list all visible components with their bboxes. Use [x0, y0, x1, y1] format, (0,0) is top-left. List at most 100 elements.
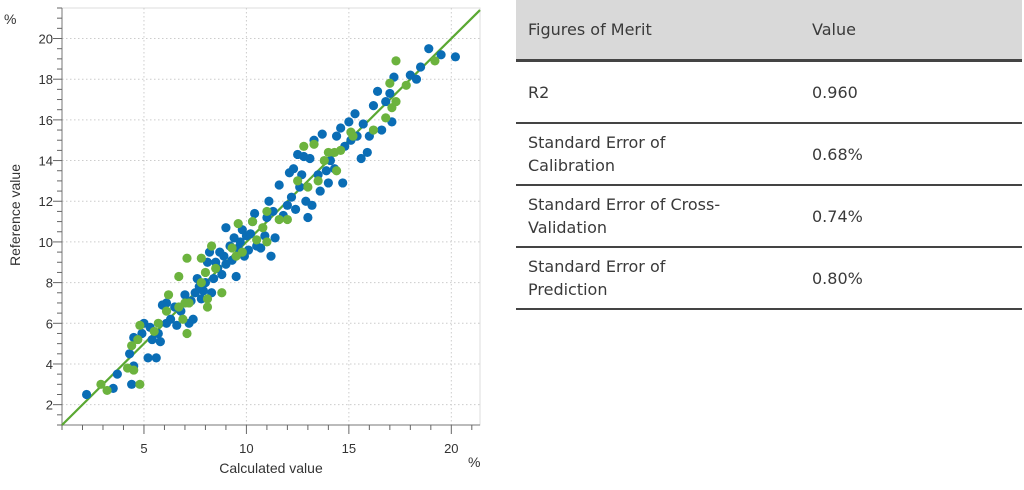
data-point-green	[233, 219, 243, 229]
y-tick-label: 4	[46, 357, 53, 372]
data-point-green	[163, 290, 174, 300]
data-point-blue	[377, 125, 387, 135]
data-point-blue	[256, 243, 266, 253]
data-point-green	[102, 385, 112, 396]
data-point-blue	[155, 337, 165, 347]
data-point-blue	[282, 200, 292, 210]
data-point-blue	[411, 74, 422, 84]
data-point-green	[319, 155, 329, 166]
data-point-green	[368, 125, 379, 135]
x-tick-label: 10	[239, 441, 253, 456]
label-line: Calibration	[528, 156, 616, 175]
row-value: 0.960	[812, 82, 858, 102]
row-label: Standard Error of Calibration	[516, 131, 812, 177]
label-line: Standard Error of Cross-	[528, 195, 721, 214]
data-point-green	[237, 247, 247, 257]
data-point-green	[313, 176, 323, 186]
data-point-blue	[250, 208, 260, 219]
data-point-green	[391, 96, 401, 107]
row-label: R2	[516, 81, 812, 104]
y-tick-label: 14	[39, 154, 53, 169]
data-point-green	[161, 306, 172, 316]
label-line: Prediction	[528, 280, 608, 299]
figures-of-merit-table: Figures of Merit Value R2 0.960 Standard…	[516, 0, 1022, 310]
data-point-blue	[307, 200, 317, 210]
data-point-green	[381, 113, 391, 123]
data-point-green	[274, 214, 284, 225]
data-point-blue	[112, 369, 122, 379]
data-point-green	[385, 78, 395, 88]
data-point-blue	[362, 147, 372, 158]
data-point-blue	[172, 320, 182, 330]
data-point-blue	[209, 273, 219, 284]
x-tick-label: 5	[140, 441, 147, 456]
y-tick-label: 18	[39, 72, 53, 87]
data-point-green	[135, 320, 145, 330]
data-point-blue	[290, 204, 301, 214]
data-point-blue	[127, 379, 137, 389]
y-tick-label: 8	[46, 276, 53, 291]
data-point-blue	[368, 101, 379, 111]
data-point-blue	[221, 223, 231, 233]
data-point-green	[401, 80, 411, 90]
x-tick-label: 15	[342, 441, 356, 456]
data-point-green	[217, 288, 227, 298]
data-point-green	[182, 253, 192, 263]
data-point-green	[303, 182, 313, 192]
data-point-blue	[305, 153, 315, 164]
x-unit-label: %	[468, 454, 480, 470]
data-point-green	[211, 263, 221, 273]
data-point-green	[202, 302, 213, 312]
data-point-green	[174, 271, 184, 282]
data-point-blue	[288, 164, 299, 174]
data-point-blue	[188, 314, 198, 324]
data-point-green	[129, 365, 139, 375]
data-point-blue	[143, 353, 153, 363]
data-point-green	[133, 334, 143, 345]
table-row: Standard Error of Calibration 0.68%	[516, 124, 1022, 186]
axes: 5 10 15 20 2 4 6 8 10 12 14 16 18 20	[39, 7, 480, 456]
data-point-blue	[338, 178, 348, 188]
data-point-green	[348, 131, 358, 141]
row-value: 0.68%	[812, 144, 863, 164]
scatter-chart: 5 10 15 20 2 4 6 8 10 12 14 16 18 20 % % Calculated v…	[4, 7, 481, 476]
data-point-green	[178, 314, 188, 324]
data-point-blue	[321, 166, 331, 176]
data-point-blue	[180, 290, 190, 300]
data-point-green	[196, 253, 206, 263]
y-tick-label: 16	[39, 113, 53, 128]
data-point-blue	[450, 52, 461, 62]
data-point-green	[135, 379, 145, 389]
data-point-green	[149, 326, 159, 337]
data-point-blue	[436, 50, 446, 60]
data-point-blue	[266, 251, 276, 261]
data-point-blue	[231, 271, 241, 282]
data-point-blue	[270, 233, 280, 243]
y-unit-label: %	[4, 11, 16, 27]
data-point-blue	[356, 153, 366, 164]
data-point-blue	[161, 298, 172, 308]
table-row: Standard Error of Prediction 0.80%	[516, 248, 1022, 310]
data-point-blue	[151, 353, 161, 363]
data-point-blue	[81, 389, 92, 400]
data-point-green	[299, 141, 309, 151]
data-point-green	[206, 241, 217, 251]
data-points	[81, 44, 461, 400]
data-point-green	[391, 56, 401, 66]
y-tick-label: 10	[39, 235, 53, 250]
data-point-green	[252, 235, 262, 245]
label-line: Standard Error of	[528, 257, 666, 276]
data-point-blue	[331, 131, 342, 141]
data-point-blue	[217, 269, 227, 280]
data-point-green	[282, 214, 292, 225]
label-line: R2	[528, 82, 550, 102]
y-tick-label: 20	[39, 32, 53, 47]
data-point-blue	[125, 349, 135, 359]
y-axis-label: Reference value	[7, 164, 23, 266]
header-figures-of-merit: Figures of Merit	[528, 20, 652, 39]
row-label: Standard Error of Cross- Validation	[516, 193, 812, 239]
data-point-blue	[372, 86, 383, 96]
data-point-green	[293, 176, 303, 186]
label-line: Validation	[528, 218, 608, 237]
data-point-green	[184, 298, 194, 308]
